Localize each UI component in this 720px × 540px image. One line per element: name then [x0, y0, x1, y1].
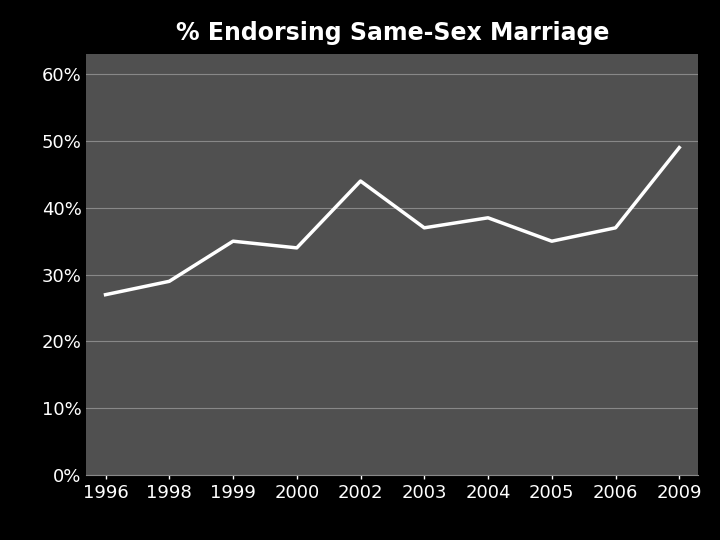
Title: % Endorsing Same-Sex Marriage: % Endorsing Same-Sex Marriage: [176, 21, 609, 45]
